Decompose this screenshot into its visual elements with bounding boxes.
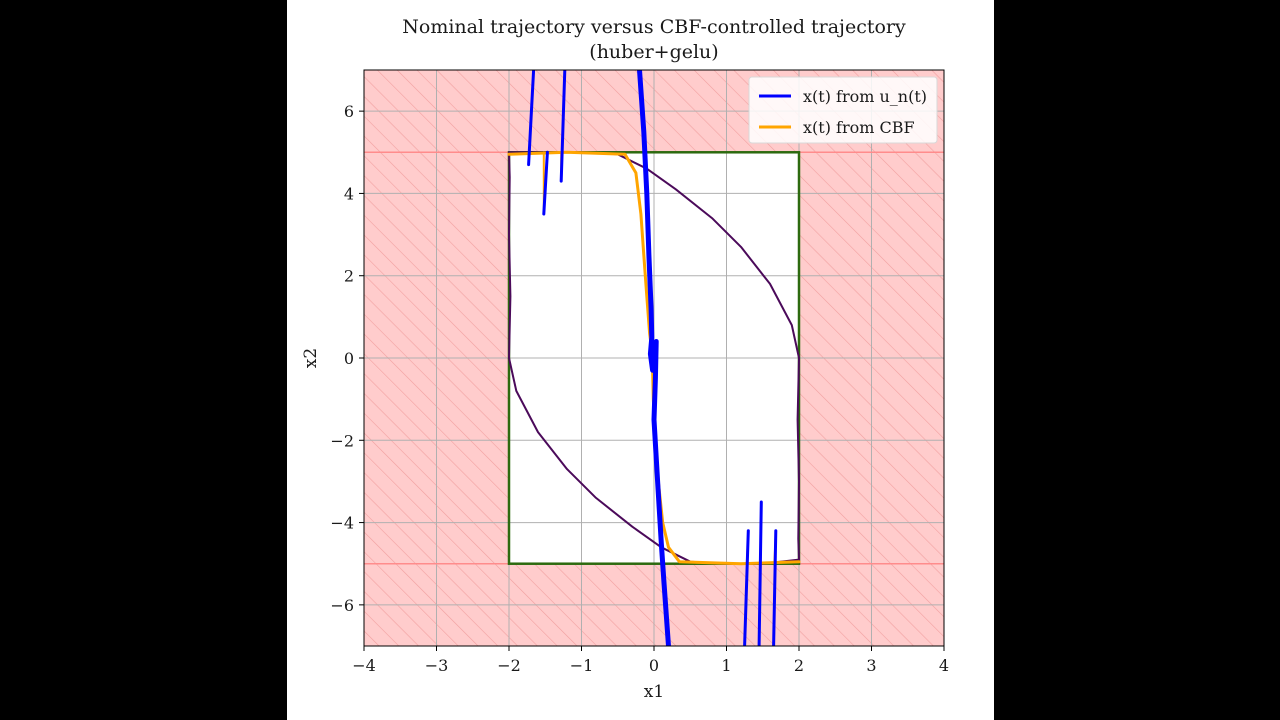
y-tick-label: −2 — [330, 431, 354, 450]
x-tick-label: 3 — [866, 656, 876, 675]
x-tick-label: −2 — [497, 656, 521, 675]
plot-area — [363, 70, 945, 646]
chart-subtitle: (huber+gelu) — [589, 41, 718, 63]
x-tick-label: −1 — [570, 656, 594, 675]
x-tick-label: 0 — [649, 656, 659, 675]
x-tick-label: 4 — [939, 656, 949, 675]
x-tick-label: 1 — [721, 656, 731, 675]
series-line — [508, 151, 800, 565]
legend-label: x(t) from CBF — [803, 118, 915, 137]
y-tick-label: −6 — [330, 596, 354, 615]
y-tick-label: 4 — [344, 184, 354, 203]
x-axis-label: x1 — [644, 682, 664, 702]
chart-figure: Nominal trajectory versus CBF-controlled… — [301, 16, 949, 702]
legend-box — [748, 76, 938, 144]
series-group — [507, 70, 801, 646]
chart-title: Nominal trajectory versus CBF-controlled… — [402, 16, 906, 38]
series-line — [772, 529, 778, 646]
y-tick-label: 0 — [344, 349, 354, 368]
legend-label: x(t) from u_n(t) — [803, 87, 927, 106]
series-line — [757, 500, 763, 646]
x-tick-label: −3 — [425, 656, 449, 675]
x-tick-label: −4 — [352, 656, 376, 675]
y-tick-label: 6 — [344, 102, 354, 121]
series-line — [559, 70, 567, 183]
y-axis-label: x2 — [301, 348, 321, 368]
figure-panel: Nominal trajectory versus CBF-controlled… — [287, 0, 994, 720]
series-line — [527, 70, 536, 167]
series-line — [637, 70, 671, 646]
series-line — [542, 150, 549, 216]
series-line — [743, 529, 750, 646]
x-tick-label: 2 — [794, 656, 804, 675]
axes: −4 −3 −2 −1 0 1 2 3 4 −6 −4 −2 0 2 4 6 — [330, 69, 949, 675]
legend: x(t) from u_n(t) x(t) from CBF — [748, 76, 938, 144]
y-tick-label: −4 — [330, 514, 354, 533]
y-tick-label: 2 — [344, 267, 354, 286]
